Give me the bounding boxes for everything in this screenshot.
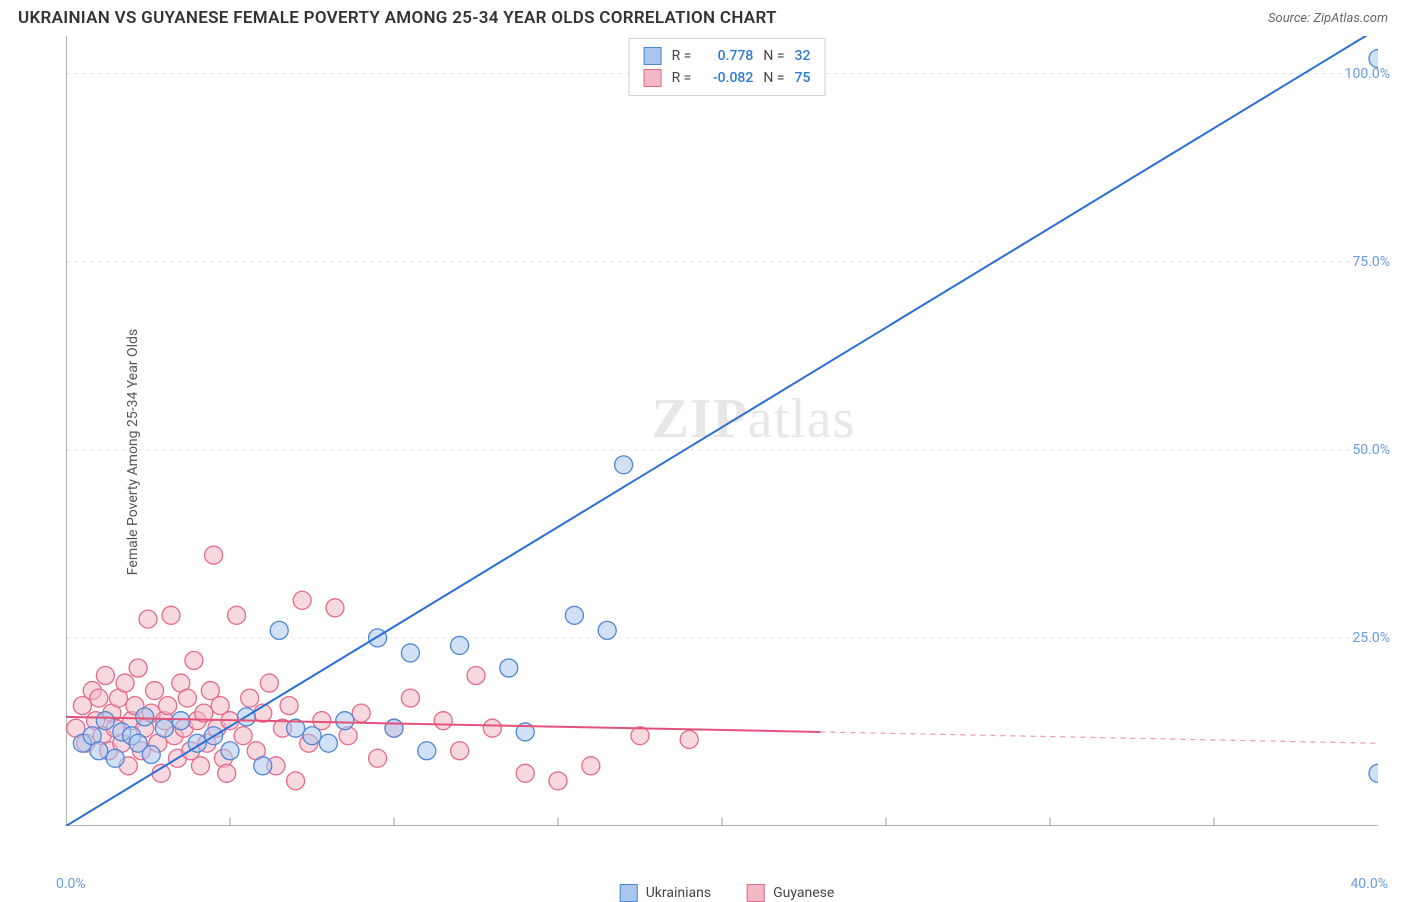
series-legend: Ukrainians Guyanese: [620, 884, 835, 902]
chart-container: Female Poverty Among 25-34 Year Olds ZIP…: [18, 36, 1388, 868]
x-max-label: 40.0%: [1350, 876, 1388, 892]
n-value-guyanese: 75: [795, 67, 811, 89]
swatch-ukrainians: [644, 47, 662, 65]
legend-row-ukrainians: R = 0.778 N = 32: [644, 45, 811, 67]
y-tick-label: 50.0%: [1352, 442, 1390, 458]
chart-header: UKRAINIAN VS GUYANESE FEMALE POVERTY AMO…: [0, 0, 1406, 32]
r-value-guyanese: -0.082: [701, 67, 753, 89]
source-attribution: Source: ZipAtlas.com: [1268, 11, 1388, 26]
swatch-guyanese: [644, 69, 662, 87]
swatch-guyanese-icon: [747, 884, 765, 902]
r-value-ukrainians: 0.778: [701, 45, 753, 67]
legend-item-ukrainians: Ukrainians: [620, 884, 711, 902]
y-tick-label: 75.0%: [1352, 254, 1390, 270]
swatch-ukrainians-icon: [620, 884, 638, 902]
legend-item-guyanese: Guyanese: [747, 884, 834, 902]
scatter-plot-svg: [66, 36, 1378, 826]
legend-row-guyanese: R = -0.082 N = 75: [644, 67, 811, 89]
x-min-label: 0.0%: [56, 876, 86, 892]
n-value-ukrainians: 32: [795, 45, 811, 67]
correlation-legend: R = 0.778 N = 32 R = -0.082 N = 75: [629, 38, 826, 96]
y-tick-label: 100.0%: [1345, 66, 1390, 82]
plot-area: ZIPatlas R = 0.778 N = 32 R = -0.082 N =…: [66, 36, 1388, 868]
chart-title: UKRAINIAN VS GUYANESE FEMALE POVERTY AMO…: [18, 8, 777, 28]
y-tick-label: 25.0%: [1352, 630, 1390, 646]
